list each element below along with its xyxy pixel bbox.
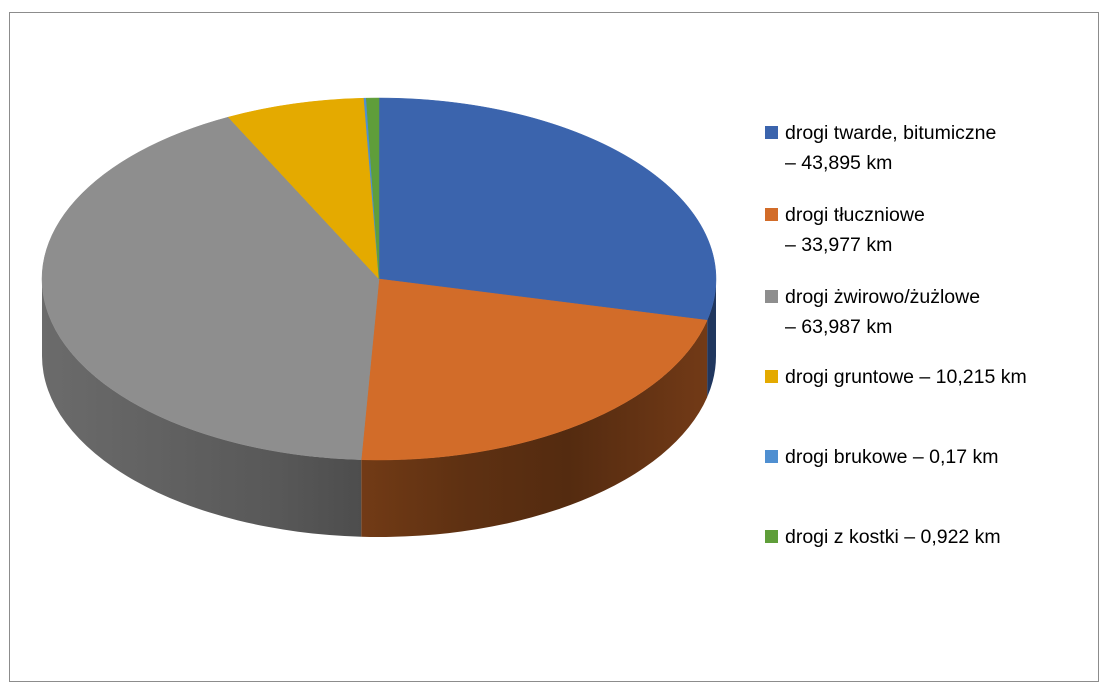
pie-slice-1 [378, 97, 717, 321]
legend-label-line: drogi twarde, bitumiczne [785, 122, 997, 144]
pie-slice-4 [227, 97, 380, 280]
pie-slice-6 [365, 97, 380, 280]
pie-slice-side-1 [707, 279, 716, 398]
legend-label-line: drogi gruntowe – 10,215 km [785, 366, 1027, 388]
legend-label-line: – 33,977 km [785, 234, 893, 256]
legend-label-line: drogi tłuczniowe [785, 204, 925, 226]
pie-slice-2 [360, 278, 708, 461]
pie-side-walls [42, 279, 716, 537]
pie-slice-side-3 [42, 279, 362, 537]
legend-label-2: drogi tłuczniowe – 33,977 km [785, 200, 1095, 260]
pie-top-faces [41, 97, 717, 461]
legend-swatch-3 [765, 290, 778, 303]
legend-label-line: drogi żwirowo/żużlowe [785, 286, 981, 308]
legend-swatch-1 [765, 126, 778, 139]
legend-swatch-4 [765, 370, 778, 383]
legend-label-4: drogi gruntowe – 10,215 km [785, 362, 1095, 392]
legend-swatch-5 [765, 450, 778, 463]
legend-label-6: drogi z kostki – 0,922 km [785, 522, 1095, 552]
legend-label-1: drogi twarde, bitumiczne – 43,895 km [785, 118, 1095, 178]
legend-label-5: drogi brukowe – 0,17 km [785, 442, 1095, 472]
pie-slice-side-2 [361, 320, 708, 537]
pie-slice-3 [41, 116, 380, 461]
legend-label-line: – 63,987 km [785, 316, 893, 338]
legend-swatch-6 [765, 530, 778, 543]
legend-swatch-2 [765, 208, 778, 221]
legend-label-line: drogi z kostki – 0,922 km [785, 526, 1001, 548]
legend-label-3: drogi żwirowo/żużlowe – 63,987 km [785, 282, 1095, 342]
legend-label-line: – 43,895 km [785, 152, 893, 174]
legend-label-line: drogi brukowe – 0,17 km [785, 446, 999, 468]
